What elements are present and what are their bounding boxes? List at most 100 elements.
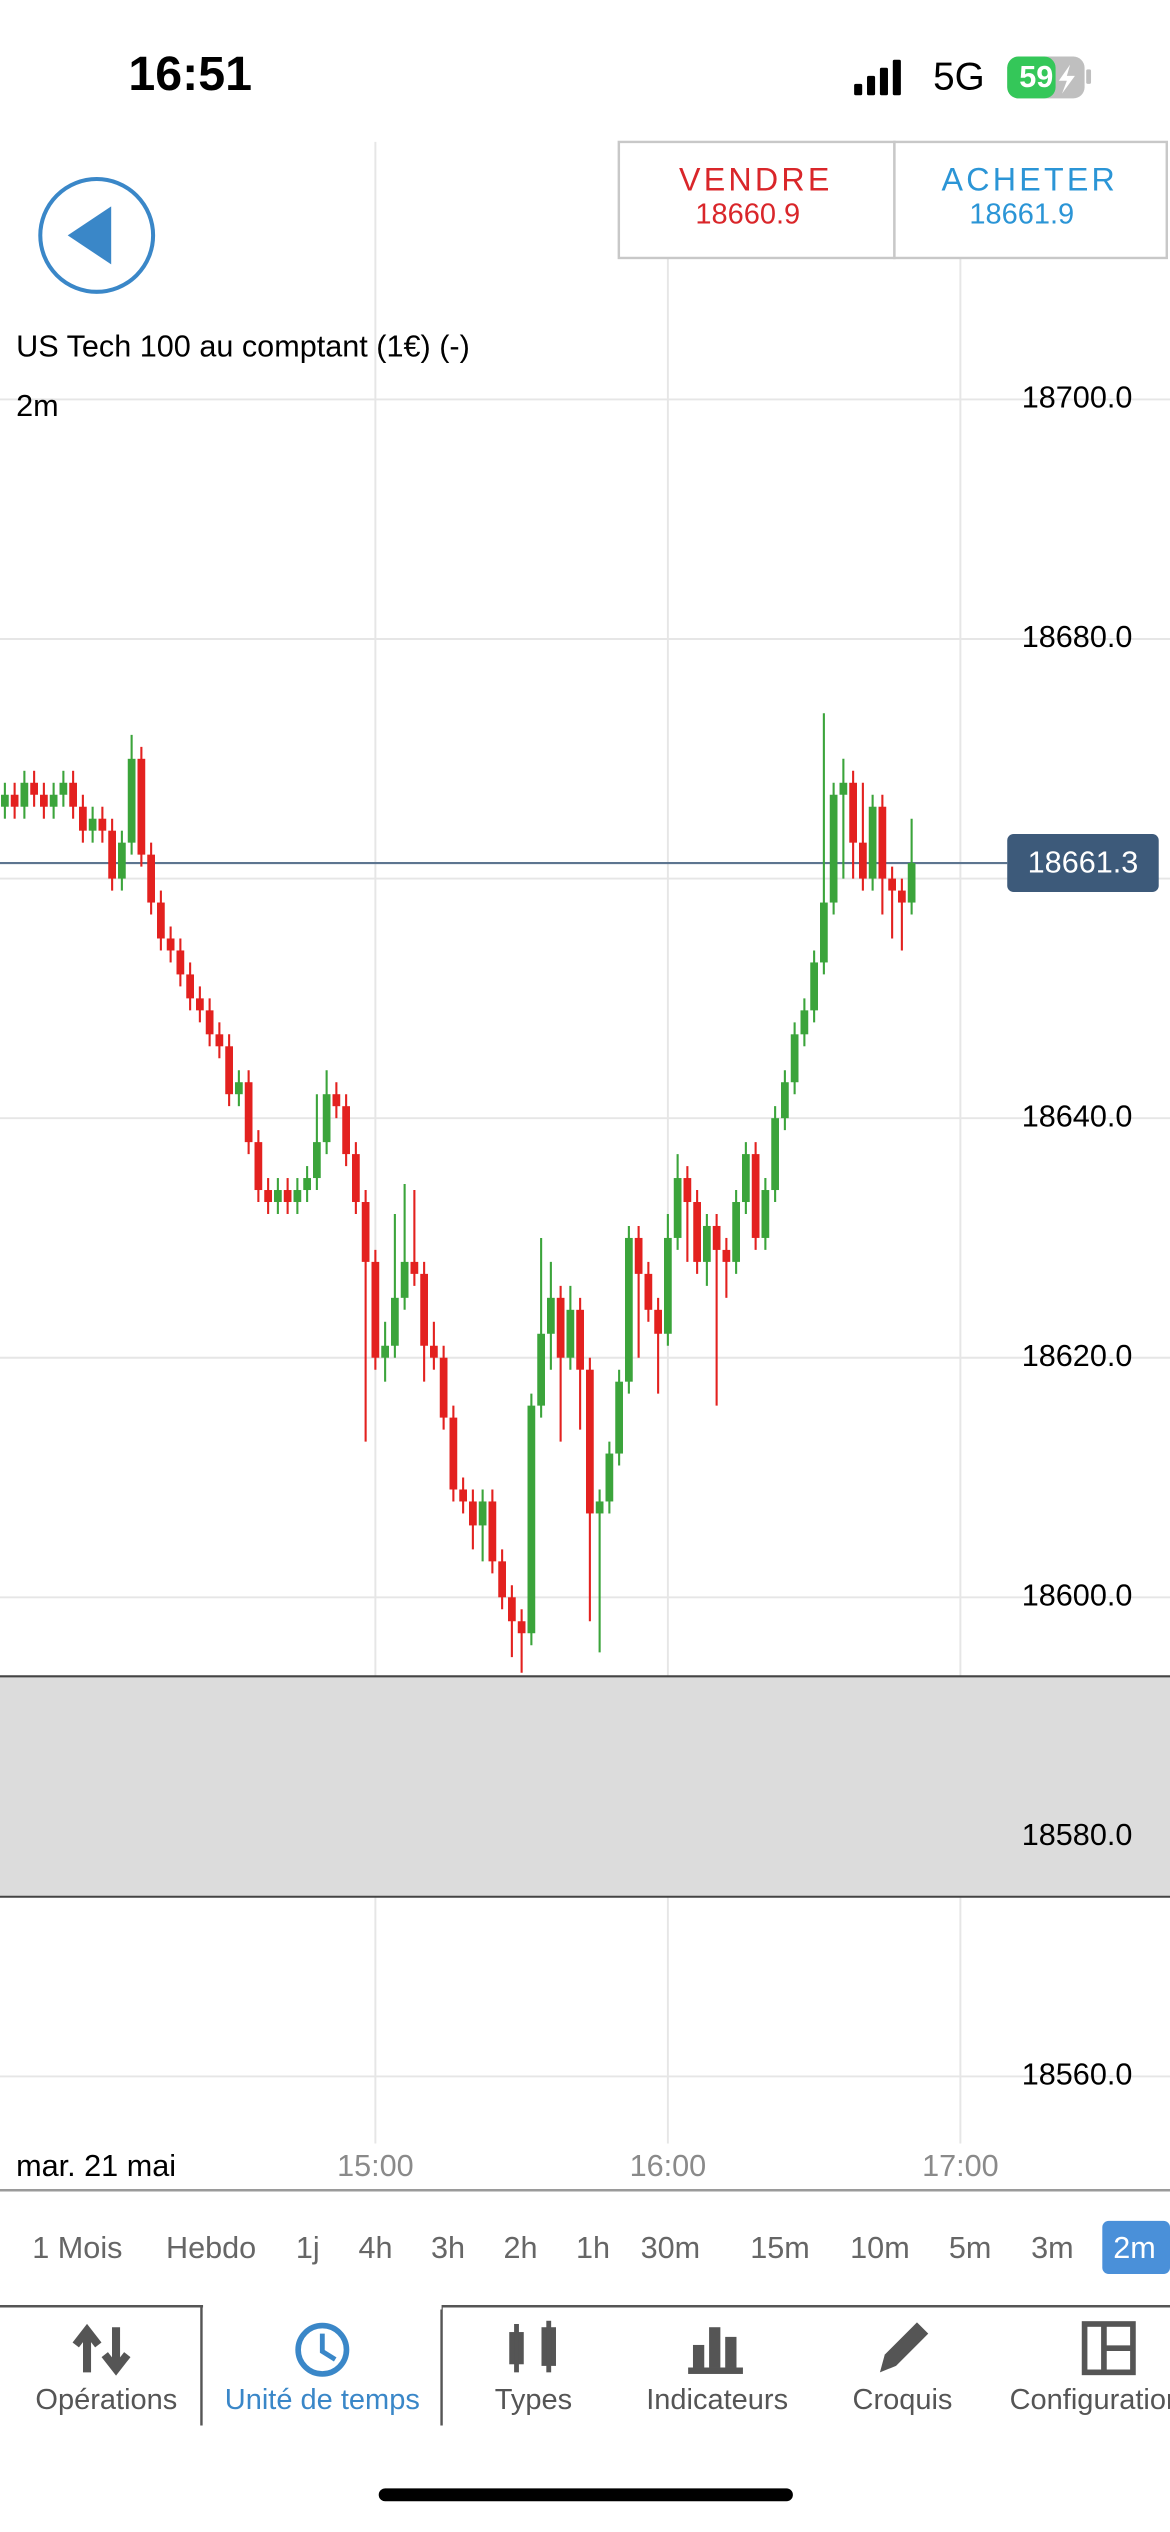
candle-body [498, 1561, 506, 1598]
y-tick-label: 18700.0 [1022, 381, 1133, 415]
toolbar-label[interactable]: Types [495, 2384, 572, 2416]
candle-body [118, 842, 126, 879]
battery-percent: 59 [1019, 60, 1053, 94]
candle-body [157, 902, 165, 939]
timeframe-option[interactable]: 30m [641, 2231, 701, 2265]
time-icon[interactable] [295, 2322, 350, 2377]
candle-body [605, 1453, 614, 1502]
candle-body [79, 806, 87, 831]
toolbar-label[interactable]: Opérations [35, 2384, 177, 2416]
config-icon[interactable] [1081, 2321, 1136, 2376]
sketch-icon[interactable] [879, 2322, 929, 2373]
candle-body [556, 1297, 565, 1358]
timeframe-option[interactable]: 2m [1113, 2231, 1156, 2265]
current-price-tag [1007, 834, 1159, 893]
back-arrow[interactable] [67, 206, 112, 265]
selected-tab-gap [203, 2304, 442, 2310]
sell-price[interactable]: 18660.9 [695, 199, 800, 231]
candle-body [196, 998, 204, 1011]
candle-body [264, 1190, 272, 1203]
candle-body [69, 782, 77, 807]
candle-body [449, 1417, 458, 1490]
candle-body [225, 1046, 233, 1095]
time-icon-hands[interactable] [319, 2333, 337, 2362]
candle-body [88, 818, 97, 831]
candle-body [30, 782, 38, 795]
timeframe-option[interactable]: 4h [358, 2231, 392, 2265]
candle-body [283, 1190, 292, 1203]
toolbar-label[interactable]: Croquis [853, 2384, 953, 2416]
candle-body [176, 950, 185, 975]
candle-body [790, 1034, 799, 1083]
candle-body [839, 782, 848, 795]
timeframe-option[interactable]: 15m [750, 2231, 810, 2265]
candle-body [439, 1357, 448, 1418]
toolbar-label[interactable]: Unité de temps [225, 2384, 420, 2416]
buy-label[interactable]: ACHETER [942, 162, 1119, 198]
indicators-icon[interactable] [688, 2327, 743, 2374]
candle-body [10, 794, 19, 807]
signal-bar [892, 59, 901, 96]
timeframe-option[interactable]: 1 Mois [32, 2231, 122, 2265]
candle-body [352, 1154, 360, 1203]
timeframe-option[interactable]: 1h [576, 2231, 610, 2265]
candle-body [40, 794, 48, 807]
timeframe-option[interactable]: 1j [296, 2231, 320, 2265]
timeframe-option[interactable]: 10m [850, 2231, 910, 2265]
candle-body [186, 974, 194, 999]
timeframe-option[interactable]: 3m [1031, 2231, 1074, 2265]
candle-body [781, 1082, 789, 1119]
toolbar-label[interactable]: Configuration [1010, 2384, 1170, 2416]
home-indicator [378, 2488, 793, 2502]
timeframe-option[interactable]: 3h [431, 2231, 465, 2265]
status-bar: 16:51 5G 59 [128, 47, 1092, 101]
x-tick-label: 16:00 [630, 2149, 707, 2183]
candle-body [381, 1345, 389, 1358]
x-tick-label: 15:00 [337, 2149, 414, 2183]
candle-body [732, 1202, 740, 1262]
sell-label[interactable]: VENDRE [679, 162, 833, 198]
buy-price[interactable]: 18661.9 [969, 199, 1074, 231]
candle-body [137, 758, 146, 855]
timeframe-selector: 1 Mois Hebdo 1j 4h 3h 2h 1h 30m 15m 10m 5m 3m 2m [32, 2231, 1156, 2265]
back-button[interactable] [38, 176, 156, 294]
types-icon[interactable] [509, 2320, 556, 2373]
candle-body [800, 1010, 809, 1035]
candle-body [313, 1142, 321, 1179]
y-tick-label: 18620.0 [1022, 1339, 1133, 1373]
y-tick-label: 18680.0 [1022, 620, 1133, 654]
candle-body [751, 1154, 760, 1238]
timeframe-option[interactable]: Hebdo [166, 2231, 256, 2265]
candle-body [235, 1082, 243, 1095]
candle-body [673, 1178, 682, 1238]
candle-body [537, 1333, 545, 1406]
candle-body [907, 863, 916, 903]
toolbar-label[interactable]: Indicateurs [646, 2384, 788, 2416]
candle-body [205, 1010, 214, 1035]
buy-button[interactable] [893, 140, 1168, 260]
signal-bar [879, 67, 888, 96]
timeframe-option[interactable]: 5m [949, 2231, 992, 2265]
network: 5G [933, 55, 985, 98]
candle-body [254, 1142, 263, 1191]
highlight-zone [0, 1676, 1170, 1897]
candle-body [108, 830, 116, 879]
candle-body [147, 854, 155, 903]
candle-body [576, 1309, 584, 1370]
date-label-bg [0, 2143, 210, 2189]
candle-body [771, 1118, 779, 1191]
candle-body [703, 1225, 711, 1262]
candle-body [303, 1178, 311, 1191]
candle-body [829, 794, 838, 903]
operations-icon[interactable] [72, 2323, 131, 2376]
date-label: mar. 21 mai [16, 2149, 176, 2183]
candle-body [98, 818, 107, 831]
candle-body [361, 1202, 370, 1262]
x-tick-label: 17:00 [922, 2149, 999, 2183]
timeframe-option[interactable]: 2h [504, 2231, 538, 2265]
candle-body [664, 1237, 672, 1334]
candle-body [215, 1034, 224, 1047]
candle-body [469, 1501, 477, 1526]
